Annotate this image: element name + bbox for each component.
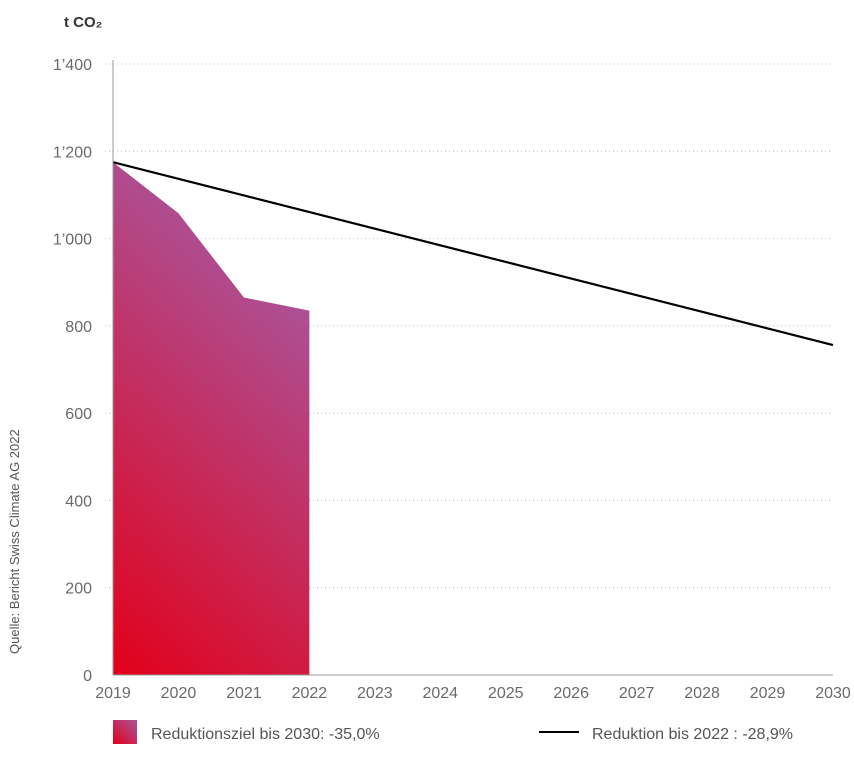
x-tick-label: 2027 [619, 685, 655, 702]
y-tick-label: 200 [65, 581, 92, 598]
source-note: Quelle: Bericht Swiss Climate AG 2022 [7, 429, 22, 654]
y-tick-label: 1’000 [53, 232, 92, 249]
x-tick-label: 2030 [815, 685, 851, 702]
x-tick-label: 2020 [161, 685, 197, 702]
line-series [112, 161, 834, 347]
legend-area-swatch [113, 720, 137, 744]
x-tick-label: 2025 [488, 685, 524, 702]
y-tick-labels: 0 200 400 600 800 1’000 1’200 1’400 [53, 57, 92, 685]
gridlines [105, 63, 833, 589]
x-tick-label: 2026 [553, 685, 589, 702]
axes [112, 60, 833, 676]
reduction-target-line [112, 161, 834, 347]
x-tick-label: 2021 [226, 685, 262, 702]
legend: Reduktionsziel bis 2030: -35,0% Reduktio… [113, 720, 793, 744]
y-axis-unit-label: t CO₂ [64, 14, 102, 31]
emissions-area [113, 162, 310, 676]
x-tick-label: 2024 [422, 685, 458, 702]
legend-area-label: Reduktionsziel bis 2030: -35,0% [151, 726, 380, 743]
legend-line-label: Reduktion bis 2022 : -28,9% [592, 726, 793, 743]
y-tick-label: 1’200 [53, 144, 92, 161]
x-tick-label: 2028 [684, 685, 720, 702]
x-tick-label: 2022 [292, 685, 328, 702]
y-tick-label: 1’400 [53, 57, 92, 74]
x-tick-labels: 2019 2020 2021 2022 2023 2024 2025 2026 2027 2028… [95, 685, 851, 702]
x-tick-label: 2019 [95, 685, 131, 702]
x-tick-label: 2023 [357, 685, 393, 702]
y-tick-label: 600 [65, 406, 92, 423]
area-series [113, 162, 310, 676]
x-tick-label: 2029 [750, 685, 786, 702]
y-tick-label: 0 [83, 668, 92, 685]
y-tick-label: 400 [65, 493, 92, 510]
y-tick-label: 800 [65, 319, 92, 336]
